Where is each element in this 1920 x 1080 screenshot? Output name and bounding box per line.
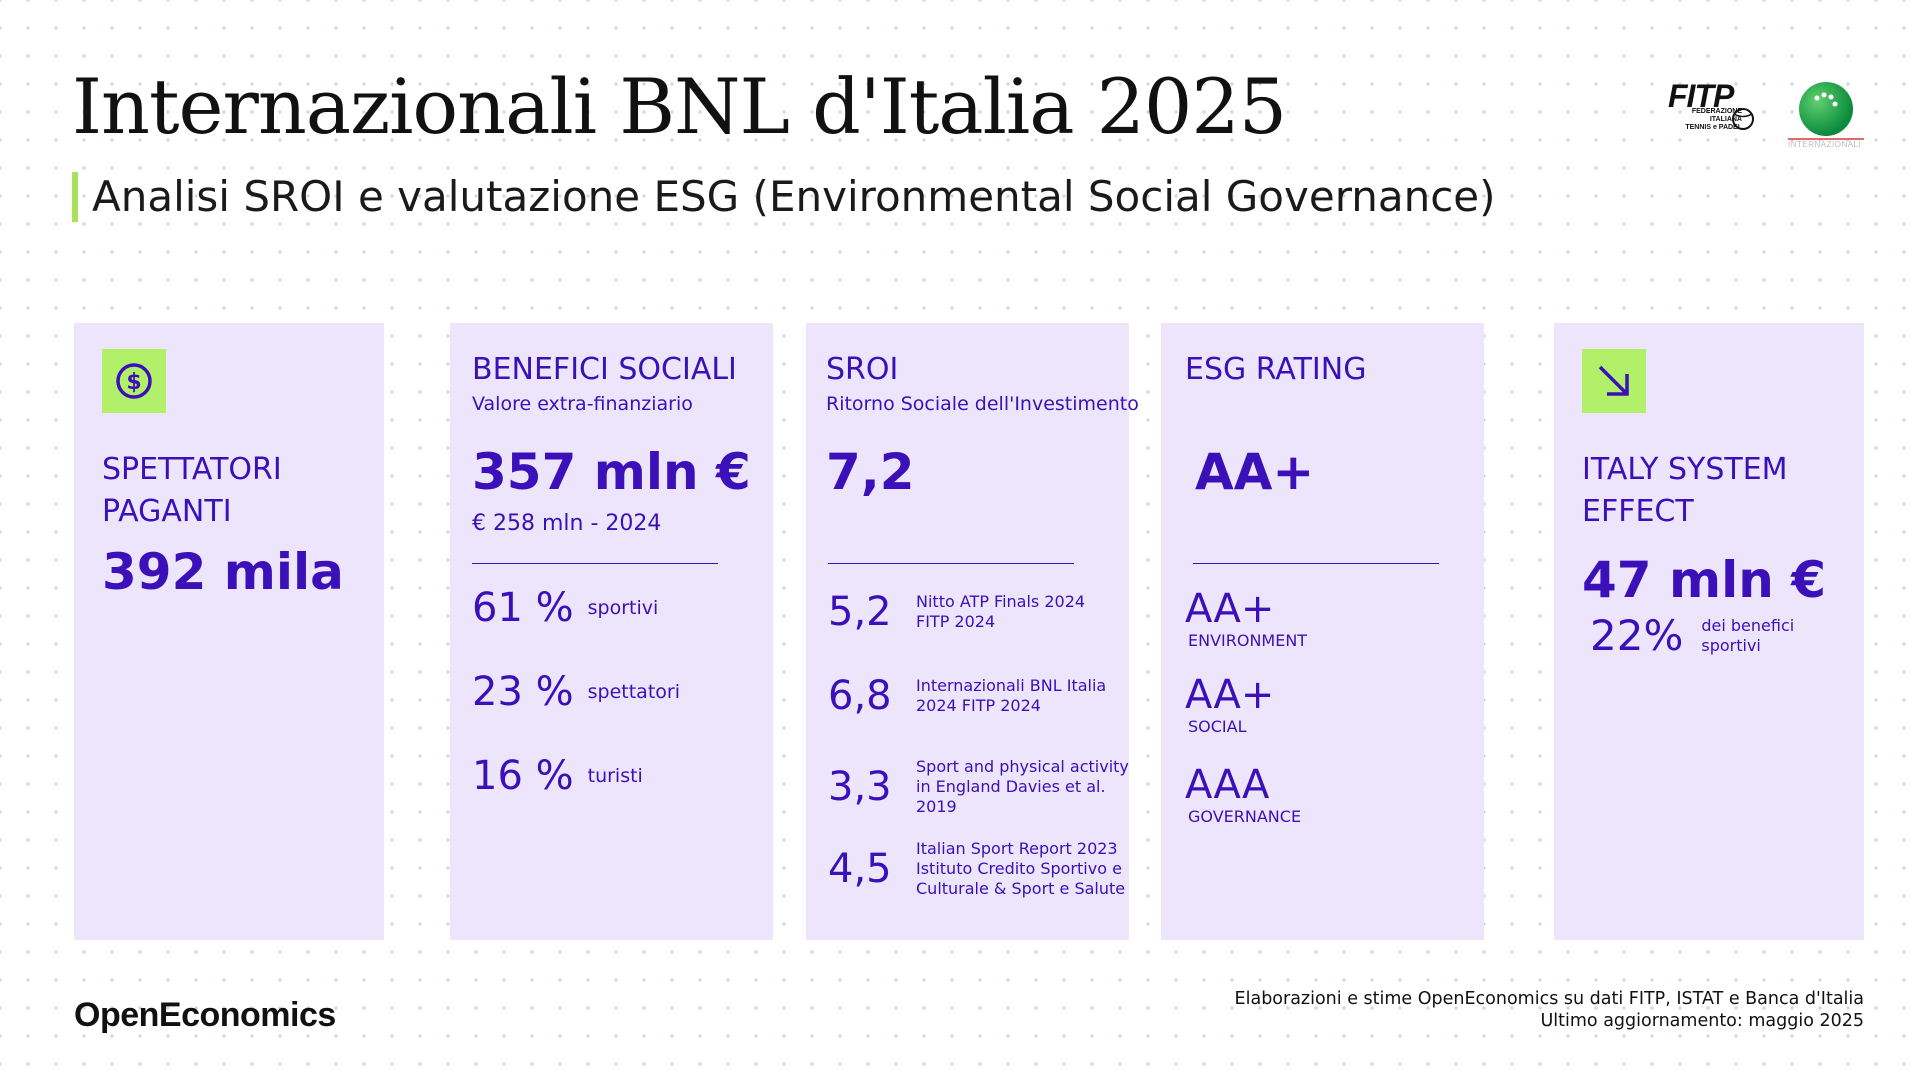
sroi-desc-line: Sport and physical activity — [916, 757, 1129, 776]
italy-share-label: dei benefici sportivi — [1701, 616, 1794, 656]
fitp-logo: FITP FEDERAZIONE ITALIANA TENNIS e PADEL — [1650, 78, 1762, 140]
esg-separator — [1193, 563, 1439, 564]
sroi-desc-line: Italian Sport Report 2023 — [916, 839, 1118, 858]
sroi-comparison-value: 5,2 — [828, 589, 892, 635]
sroi-subtitle: Ritorno Sociale dell'Investimento — [826, 393, 1139, 415]
italy-share-row: 22% dei benefici sportivi — [1590, 611, 1794, 660]
internazionali-logo-text: INTERNAZIONALI BNL D'ITALIA — [1788, 140, 1864, 149]
esg-item: AAA GOVERNANCE — [1185, 763, 1301, 826]
italy-value: 47 mln € — [1582, 551, 1827, 609]
sroi-desc-line: Nitto ATP Finals 2024 — [916, 592, 1086, 611]
italy-label: ITALY SYSTEM EFFECT — [1582, 449, 1788, 533]
benefici-row-label: turisti — [587, 765, 643, 787]
benefici-row: 16 % turisti — [472, 753, 643, 799]
italy-label-line2: EFFECT — [1582, 494, 1694, 529]
card-benefici-sociali: BENEFICI SOCIALI Valore extra-finanziari… — [450, 323, 773, 940]
benefici-label: BENEFICI SOCIALI — [472, 352, 737, 387]
benefici-subtitle: Valore extra-finanziario — [472, 393, 693, 415]
sroi-desc-line: Culturale & Sport e Salute — [916, 879, 1126, 898]
benefici-value: 357 mln € — [472, 443, 751, 501]
italy-share-pct: 22% — [1590, 611, 1684, 660]
card-spettatori: $ SPETTATORI PAGANTI 392 mila — [74, 323, 384, 940]
sroi-comparison-description: Internazionali BNL Italia 2024 FITP 2024 — [916, 676, 1106, 716]
spettatori-label-line1: SPETTATORI — [102, 452, 282, 487]
esg-item: AA+ ENVIRONMENT — [1185, 587, 1307, 650]
sroi-comparison-row: 5,2 Nitto ATP Finals 2024 FITP 2024 — [828, 589, 1085, 635]
italy-share-label-line: sportivi — [1701, 635, 1761, 655]
esg-item-rating: AAA — [1185, 762, 1270, 808]
source-note: Elaborazioni e stime OpenEconomics su da… — [1235, 988, 1864, 1032]
benefici-row: 23 % spettatori — [472, 669, 680, 715]
tennis-ball-icon — [1732, 108, 1754, 130]
page-subtitle: Analisi SROI e valutazione ESG (Environm… — [72, 172, 1496, 222]
sroi-comparison-description: Italian Sport Report 2023 Istituto Credi… — [916, 839, 1125, 899]
sroi-desc-line: in England Davies et al. — [916, 777, 1106, 796]
benefici-row-pct: 23 % — [472, 669, 574, 715]
fitp-subtitle-line: FEDERAZIONE — [1691, 108, 1742, 115]
sroi-desc-line: Internazionali BNL Italia — [916, 676, 1107, 695]
sroi-comparison-row: 4,5 Italian Sport Report 2023 Istituto C… — [828, 839, 1125, 899]
fitp-logo-subtitle: FEDERAZIONE ITALIANA TENNIS e PADEL — [1650, 108, 1742, 132]
spettatori-label: SPETTATORI PAGANTI — [102, 449, 282, 533]
sroi-separator — [828, 563, 1074, 564]
sroi-label: SROI — [826, 352, 899, 387]
bnp-globe-icon — [1799, 82, 1853, 136]
italy-label-line1: ITALY SYSTEM — [1582, 452, 1788, 487]
sroi-desc-line: 2019 — [916, 797, 957, 816]
benefici-row-label: sportivi — [587, 597, 659, 619]
benefici-separator — [472, 563, 718, 564]
last-update-line: Ultimo aggiornamento: maggio 2025 — [1540, 1011, 1864, 1031]
card-esg-rating: ESG RATING AA+ AA+ ENVIRONMENT AA+ SOCIA… — [1161, 323, 1484, 940]
esg-label: ESG RATING — [1185, 352, 1367, 387]
source-line: Elaborazioni e stime OpenEconomics su da… — [1234, 989, 1864, 1009]
sroi-comparison-value: 4,5 — [828, 846, 892, 892]
esg-item: AA+ SOCIAL — [1185, 673, 1274, 736]
sroi-comparison-description: Sport and physical activity in England D… — [916, 757, 1129, 817]
fitp-subtitle-line: ITALIANA — [1709, 116, 1742, 123]
sroi-desc-line: Istituto Credito Sportivo e — [916, 859, 1122, 878]
esg-item-rating: AA+ — [1185, 672, 1275, 718]
sroi-value: 7,2 — [826, 443, 915, 501]
sroi-comparison-description: Nitto ATP Finals 2024 FITP 2024 — [916, 592, 1085, 632]
internazionali-logo: INTERNAZIONALI BNL D'ITALIA — [1788, 82, 1864, 172]
sroi-desc-line: FITP 2024 — [916, 612, 996, 631]
spettatori-label-line2: PAGANTI — [102, 494, 232, 529]
openeconomics-logo: OpenEconomics — [74, 996, 336, 1034]
card-italy-system-effect: ITALY SYSTEM EFFECT 47 mln € 22% dei ben… — [1554, 323, 1864, 940]
page-title: Internazionali BNL d'Italia 2025 — [72, 62, 1287, 151]
benefici-row-label: spettatori — [587, 681, 680, 703]
spettatori-value: 392 mila — [102, 543, 344, 601]
esg-item-category: GOVERNANCE — [1188, 807, 1302, 826]
sroi-comparison-row: 6,8 Internazionali BNL Italia 2024 FITP … — [828, 673, 1106, 719]
esg-item-rating: AA+ — [1185, 586, 1275, 632]
italy-share-label-line: dei benefici — [1701, 615, 1795, 635]
esg-item-category: ENVIRONMENT — [1188, 631, 1308, 650]
svg-text:$: $ — [126, 370, 141, 395]
card-sroi: SROI Ritorno Sociale dell'Investimento 7… — [806, 323, 1139, 940]
sroi-desc-line: 2024 FITP 2024 — [916, 696, 1041, 715]
sroi-comparison-value: 6,8 — [828, 673, 892, 719]
benefici-row-pct: 16 % — [472, 753, 574, 799]
benefici-previous: € 258 mln - 2024 — [472, 511, 662, 536]
sroi-comparison-value: 3,3 — [828, 764, 892, 810]
fitp-subtitle-line: TENNIS e PADEL — [1685, 124, 1742, 131]
fitp-logo-word: FITP — [1668, 78, 1734, 114]
esg-item-category: SOCIAL — [1188, 717, 1247, 736]
arrow-down-right-icon — [1582, 349, 1646, 413]
benefici-row-pct: 61 % — [472, 585, 574, 631]
benefici-row: 61 % sportivi — [472, 585, 658, 631]
esg-value: AA+ — [1195, 443, 1315, 501]
dollar-coin-icon: $ — [102, 349, 166, 413]
logo-rule — [1788, 138, 1864, 140]
sroi-comparison-row: 3,3 Sport and physical activity in Engla… — [828, 757, 1129, 817]
